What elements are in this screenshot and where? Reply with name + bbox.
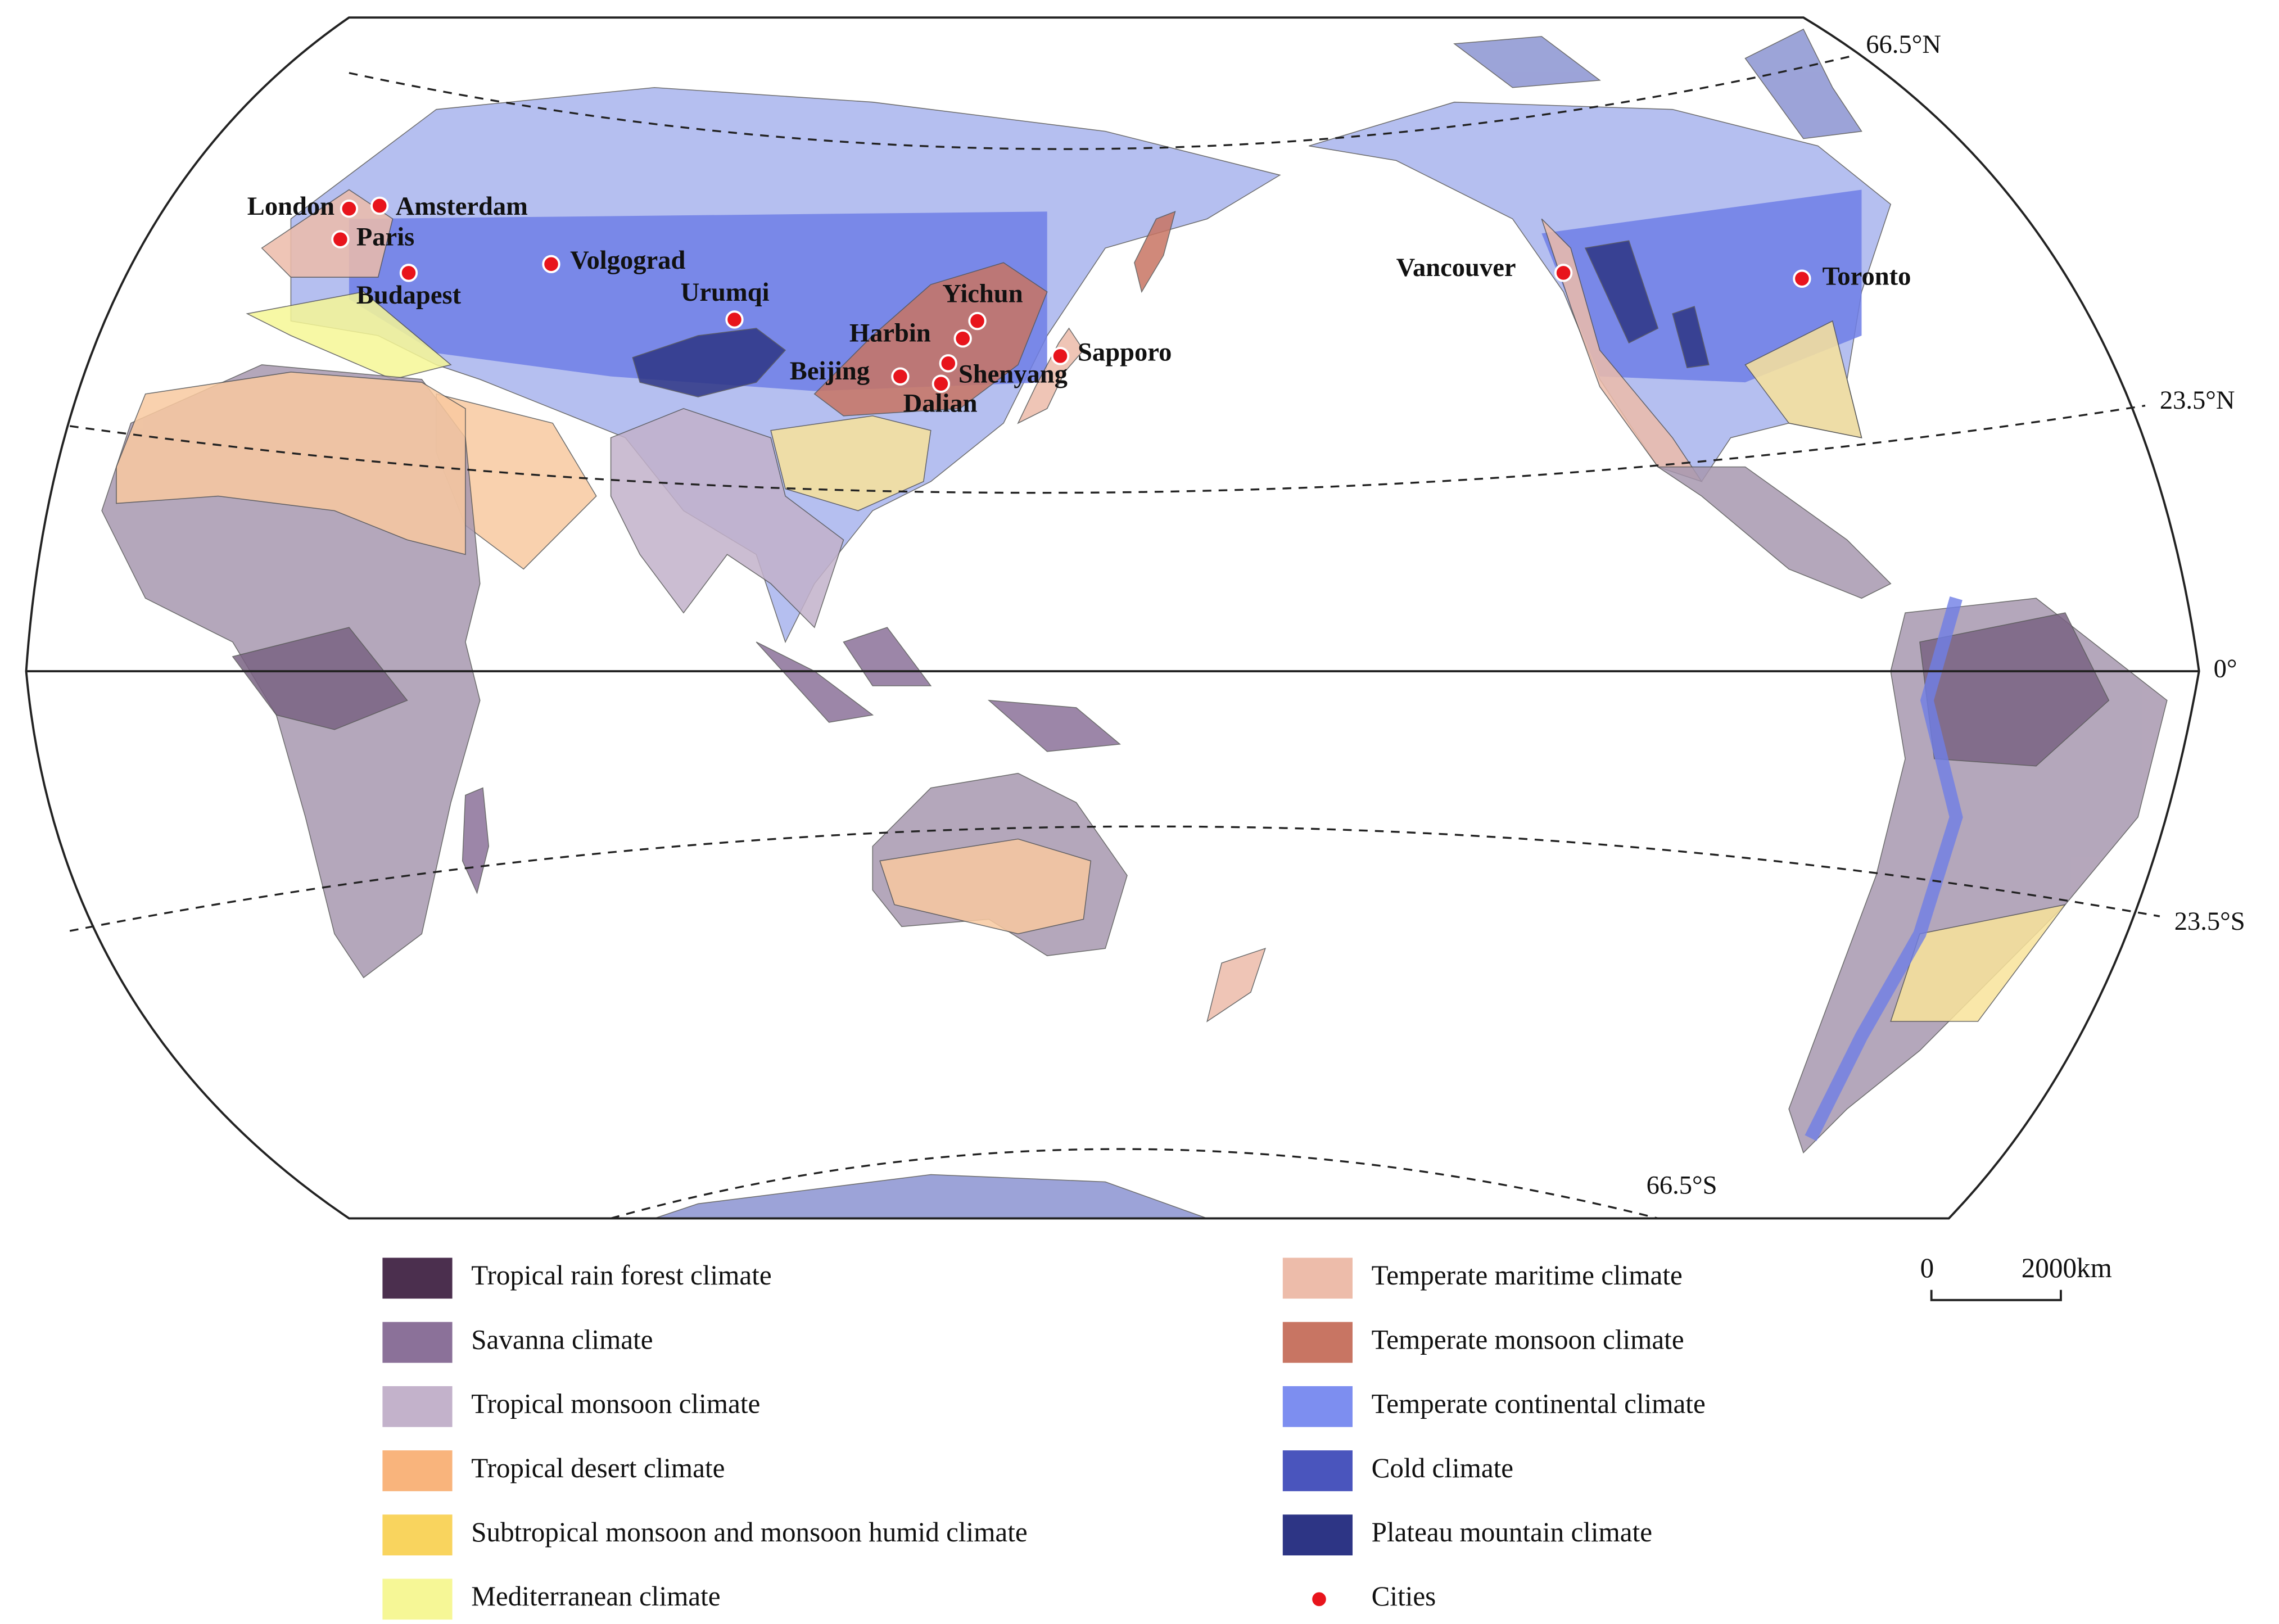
legend-label: Savanna climate (471, 1324, 653, 1355)
city-dot (1793, 269, 1811, 288)
scale-start: 0 (1920, 1252, 1934, 1283)
city-dot (331, 230, 350, 248)
legend-swatch (1282, 1322, 1353, 1363)
latitude-label: 66.5°N (1866, 30, 1941, 59)
city-label: Paris (356, 222, 414, 251)
legend-swatch (1282, 1514, 1353, 1556)
city-label: Urumqi (681, 278, 770, 307)
scale-bar: 0 2000km (1920, 1252, 2112, 1301)
legend-label: Temperate monsoon climate (1372, 1324, 1684, 1355)
legend-label: Tropical monsoon climate (471, 1388, 760, 1419)
legend-swatch (1282, 1257, 1353, 1299)
city-dot (340, 199, 359, 218)
legend-swatch (382, 1386, 453, 1427)
legend-label: Tropical rain forest climate (471, 1260, 771, 1291)
legend-label: Tropical desert climate (471, 1453, 725, 1483)
legend-swatch (382, 1450, 453, 1491)
latitude-label: 23.5°S (2174, 907, 2245, 936)
legend-swatch (382, 1514, 453, 1556)
city-dot (939, 354, 957, 373)
city-dot (891, 367, 910, 386)
legend-swatch (382, 1578, 453, 1620)
latitude-label: 23.5°N (2160, 386, 2235, 415)
latitude-label: 0° (2214, 654, 2237, 684)
city-label: Dalian (903, 388, 978, 418)
city-label: Amsterdam (396, 192, 528, 221)
city-label: Sapporo (1078, 337, 1172, 367)
city-dot (725, 310, 744, 329)
legend-label: Temperate continental climate (1372, 1388, 1706, 1419)
city-dot (1051, 347, 1070, 365)
city-label: Vancouver (1396, 253, 1516, 282)
legend-city-dot (1310, 1590, 1328, 1609)
city-dot (1554, 264, 1573, 282)
legend-swatch (382, 1257, 453, 1299)
legend-label: Plateau mountain climate (1372, 1517, 1652, 1548)
scale-end: 2000km (2022, 1252, 2112, 1283)
city-label: Shenyang (958, 359, 1068, 388)
legend-swatch (1282, 1386, 1353, 1427)
city-dot (953, 329, 972, 348)
city-label: Budapest (356, 281, 462, 310)
city-label: Volgograd (570, 246, 685, 275)
city-dot (370, 196, 389, 215)
legend-label: Cold climate (1372, 1453, 1513, 1483)
city-dot (968, 311, 987, 331)
city-dot (399, 264, 418, 282)
legend-label: Cities (1372, 1581, 1436, 1612)
latitude-label: 66.5°S (1647, 1171, 1717, 1200)
legend-swatch (1282, 1450, 1353, 1491)
legend-label: Mediterranean climate (471, 1581, 720, 1612)
city-label: Beijing (790, 356, 870, 386)
latitude-lines (69, 54, 2160, 1220)
city-dot (932, 374, 951, 393)
legend-label: Temperate maritime climate (1372, 1260, 1683, 1291)
legend-swatch (382, 1322, 453, 1363)
city-label: Harbin (849, 319, 931, 348)
city-label: Toronto (1823, 261, 1911, 291)
legend-label: Subtropical monsoon and monsoon humid cl… (471, 1517, 1027, 1548)
city-dot (542, 255, 560, 274)
map-frame (25, 16, 2200, 1220)
city-label: Yichun (942, 279, 1023, 309)
city-label: London (247, 192, 334, 221)
